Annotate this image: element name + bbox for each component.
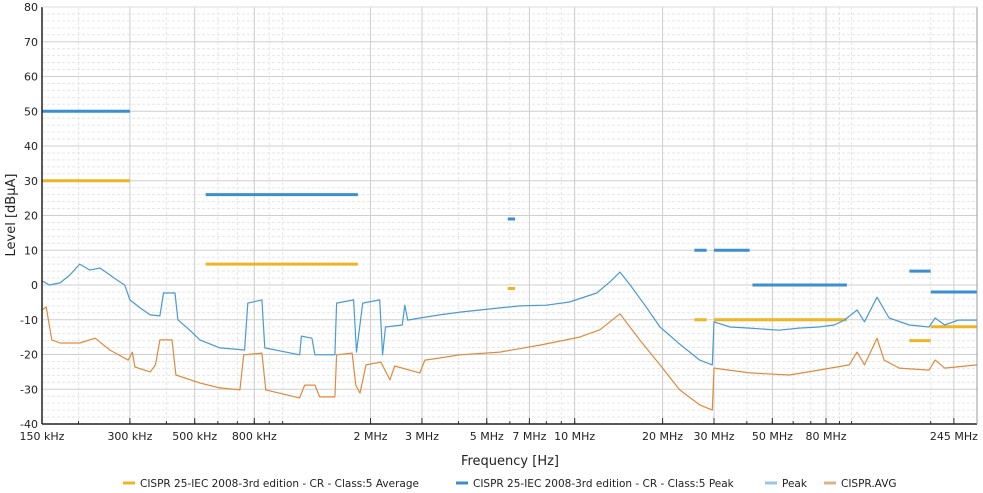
- y-axis-label: Level [dBµA]: [4, 174, 19, 257]
- trace-peak: [41, 263, 977, 366]
- legend-label: CISPR 25-IEC 2008-3rd edition - CR - Cla…: [140, 478, 419, 490]
- legend: CISPR 25-IEC 2008-3rd edition - CR - Cla…: [123, 478, 897, 490]
- x-tick-label: 245 MHz: [930, 430, 978, 443]
- x-tick-label: 20 MHz: [642, 430, 683, 443]
- legend-label: CISPR.AVG: [841, 478, 897, 490]
- y-tick-label: -30: [20, 383, 38, 396]
- y-tick-label: 80: [24, 1, 38, 14]
- y-tick-label: 0: [31, 279, 38, 292]
- y-tick-label: -10: [20, 314, 38, 327]
- y-tick-label: 10: [24, 244, 38, 257]
- x-tick-label: 7 MHz: [512, 430, 546, 443]
- x-tick-label: 300 kHz: [107, 430, 152, 443]
- y-tick-label: 40: [24, 140, 38, 153]
- y-tick-label: 50: [24, 105, 38, 118]
- traces: [41, 263, 978, 411]
- trace-cispr-avg: [41, 306, 978, 411]
- y-tick-label: -40: [20, 418, 38, 431]
- x-tick-label: 50 MHz: [752, 430, 793, 443]
- grid: [41, 6, 978, 425]
- legend-label: Peak: [782, 478, 808, 490]
- limit-lines: [42, 109, 977, 343]
- x-tick-label: 500 kHz: [172, 430, 217, 443]
- x-axis-label: Frequency [Hz]: [461, 454, 559, 469]
- x-tick-label: 5 MHz: [470, 430, 504, 443]
- y-tick-label: 20: [24, 210, 38, 223]
- x-tick-label: 10 MHz: [554, 430, 595, 443]
- x-tick-label: 80 MHz: [806, 430, 847, 443]
- x-tick-label: 800 kHz: [232, 430, 277, 443]
- y-tick-label: -20: [20, 349, 38, 362]
- y-tick-label: 70: [24, 36, 38, 49]
- y-tick-label: 60: [24, 71, 38, 84]
- x-tick-label: 2 MHz: [354, 430, 388, 443]
- x-tick-label: 3 MHz: [405, 430, 439, 443]
- x-tick-label: 150 kHz: [20, 430, 65, 443]
- x-tick-label: 30 MHz: [693, 430, 734, 443]
- legend-label: CISPR 25-IEC 2008-3rd edition - CR - Cla…: [473, 478, 735, 490]
- y-tick-label: 30: [24, 175, 38, 188]
